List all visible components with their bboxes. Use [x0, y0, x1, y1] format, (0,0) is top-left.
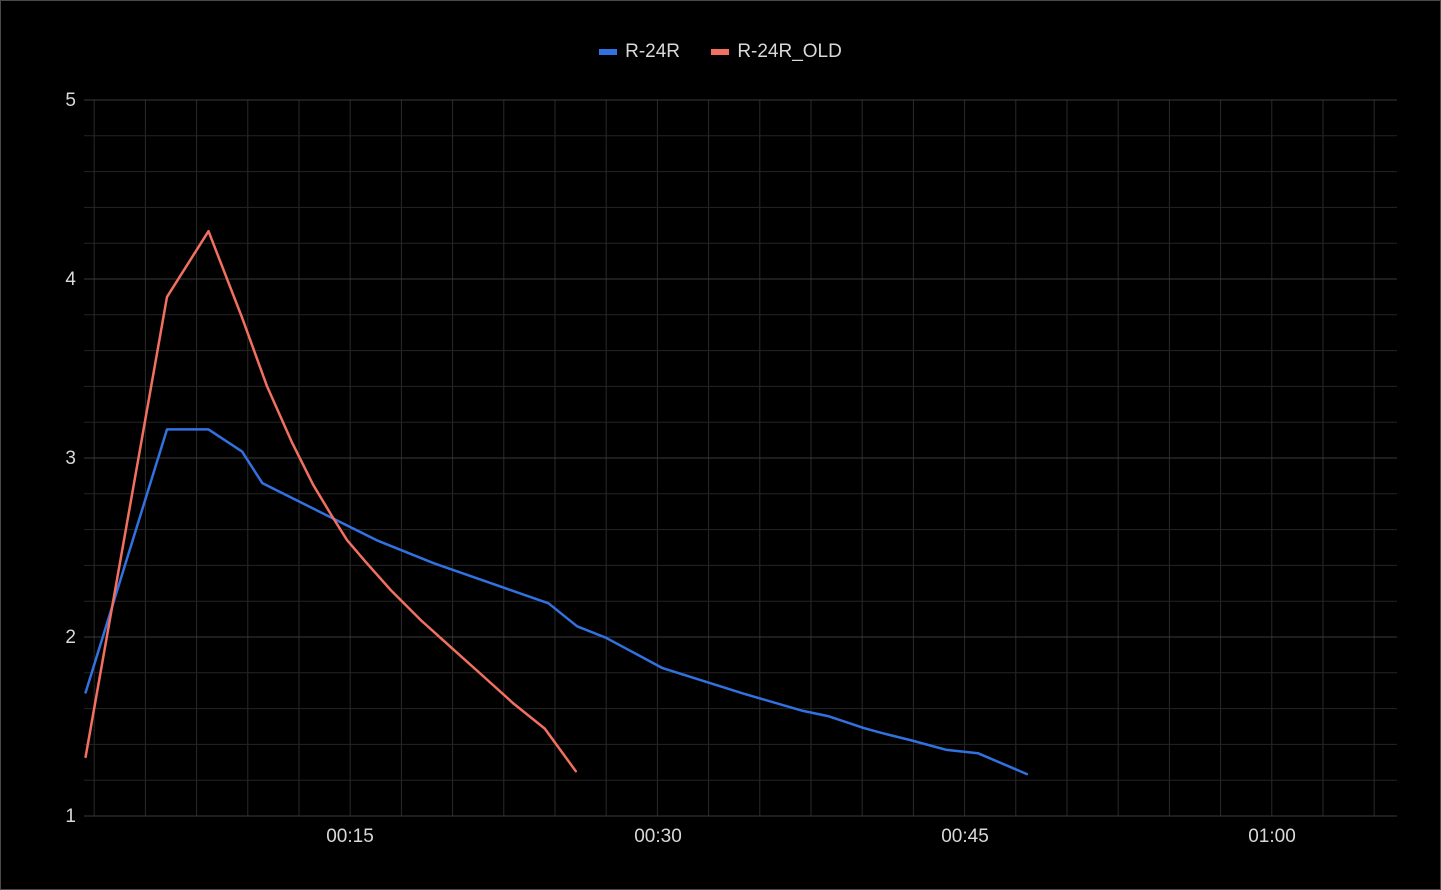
svg-text:3: 3	[65, 448, 76, 469]
svg-text:2: 2	[65, 627, 76, 648]
svg-text:00:15: 00:15	[326, 826, 374, 847]
svg-text:4: 4	[65, 269, 76, 290]
svg-text:00:30: 00:30	[634, 826, 682, 847]
svg-text:01:00: 01:00	[1248, 826, 1296, 847]
svg-text:00:45: 00:45	[941, 826, 989, 847]
svg-text:1: 1	[65, 806, 76, 827]
svg-text:5: 5	[65, 90, 76, 111]
